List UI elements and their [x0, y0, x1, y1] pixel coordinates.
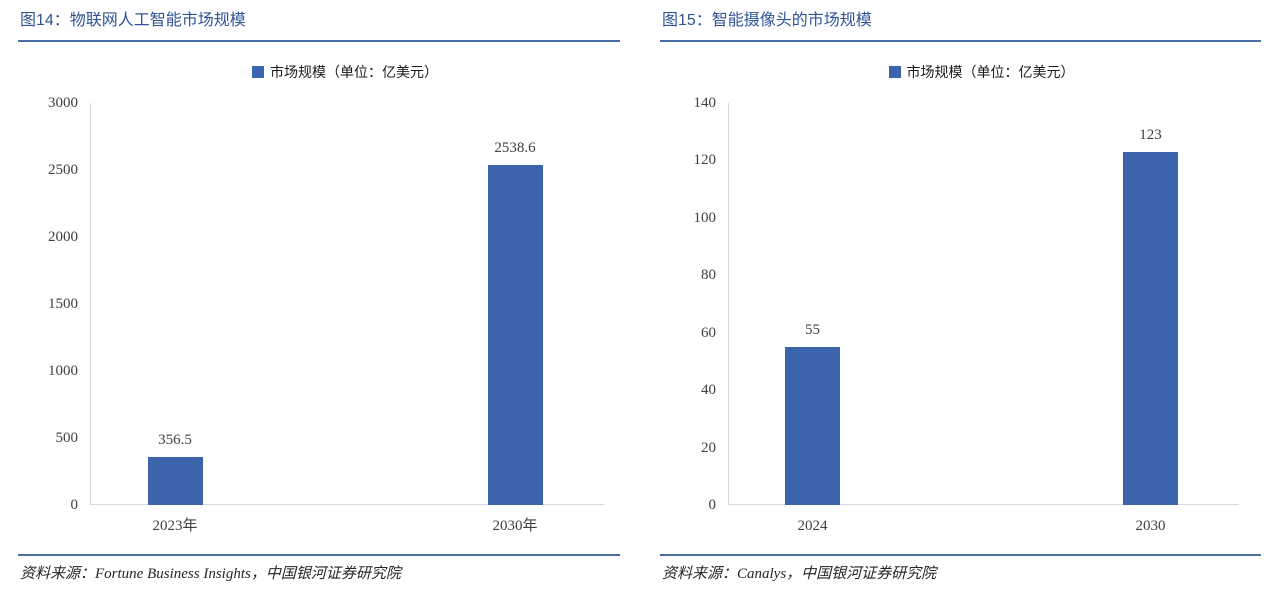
bar-chart-plot-area: 0 20 40 60 80 100 120 140 55 2024 123 2030 — [694, 95, 1239, 534]
y-axis-tick-label: 80 — [701, 267, 716, 284]
legend-label: 市场规模（单位：亿美元） — [270, 64, 438, 80]
bar-2023年 — [147, 457, 203, 505]
legend-swatch-icon — [888, 66, 901, 78]
bar-value-label: 123 — [1139, 127, 1162, 143]
bar-2024 — [785, 347, 840, 505]
legend-swatch-icon — [252, 66, 264, 78]
y-axis-tick-label: 0 — [70, 497, 79, 513]
legend-label: 市场规模（单位：亿美元） — [906, 64, 1075, 80]
y-axis-line — [90, 103, 91, 505]
y-axis-tick-label: 0 — [708, 497, 717, 513]
y-axis-tick-label: 120 — [693, 152, 717, 169]
source-divider — [18, 554, 620, 556]
y-axis-tick-label: 60 — [701, 324, 716, 341]
y-axis-tick-label: 1500 — [48, 296, 78, 312]
chart-legend: 市场规模（单位：亿美元） — [728, 62, 1235, 82]
figure-15-panel: 图15：智能摄像头的市场规模 市场规模（单位：亿美元） 0 20 40 60 80 100… — [660, 0, 1261, 592]
title-divider — [660, 40, 1261, 42]
bar-2030 — [1123, 152, 1178, 505]
x-axis-category-label: 2030年 — [492, 518, 538, 534]
chart-legend: 市场规模（单位：亿美元） — [90, 62, 600, 82]
y-axis-tick-label: 1000 — [48, 363, 78, 379]
x-axis-category-label: 2024 — [797, 518, 828, 534]
y-axis-tick-label: 140 — [693, 95, 717, 111]
y-axis-tick-label: 3000 — [48, 95, 78, 111]
source-note: 资料来源：Fortune Business Insights，中国银河证券研究院 — [20, 566, 401, 582]
source-note: 资料来源：Canalys，中国银河证券研究院 — [662, 566, 937, 582]
title-divider — [18, 40, 620, 42]
source-divider — [660, 554, 1261, 556]
y-axis-tick-label: 40 — [701, 382, 716, 399]
y-axis-tick-label: 100 — [693, 209, 717, 226]
y-axis-line — [728, 103, 729, 505]
bar-value-label: 2538.6 — [494, 140, 536, 156]
x-axis-category-label: 2023年 — [152, 518, 198, 534]
x-axis-line — [728, 504, 1239, 505]
bar-2030年 — [487, 165, 543, 505]
bar-value-label: 55 — [805, 322, 820, 338]
x-axis-category-label: 2030 — [1135, 518, 1166, 534]
figure-title: 图15：智能摄像头的市场规模 — [662, 12, 872, 29]
figure-14-panel: 图14：物联网人工智能市场规模 市场规模（单位：亿美元） 0 500 1000 150… — [18, 0, 620, 592]
x-axis-line — [90, 504, 604, 505]
figure-title: 图14：物联网人工智能市场规模 — [20, 12, 246, 29]
bar-value-label: 356.5 — [158, 432, 192, 448]
bar-chart-plot-area: 0 500 1000 1500 2000 2500 3000 356.5 2023年 2538.6… — [48, 95, 604, 534]
y-axis-tick-label: 20 — [701, 439, 716, 456]
y-axis-tick-label: 2500 — [48, 162, 78, 178]
y-axis-tick-label: 500 — [55, 430, 79, 446]
y-axis-tick-label: 2000 — [48, 229, 78, 245]
